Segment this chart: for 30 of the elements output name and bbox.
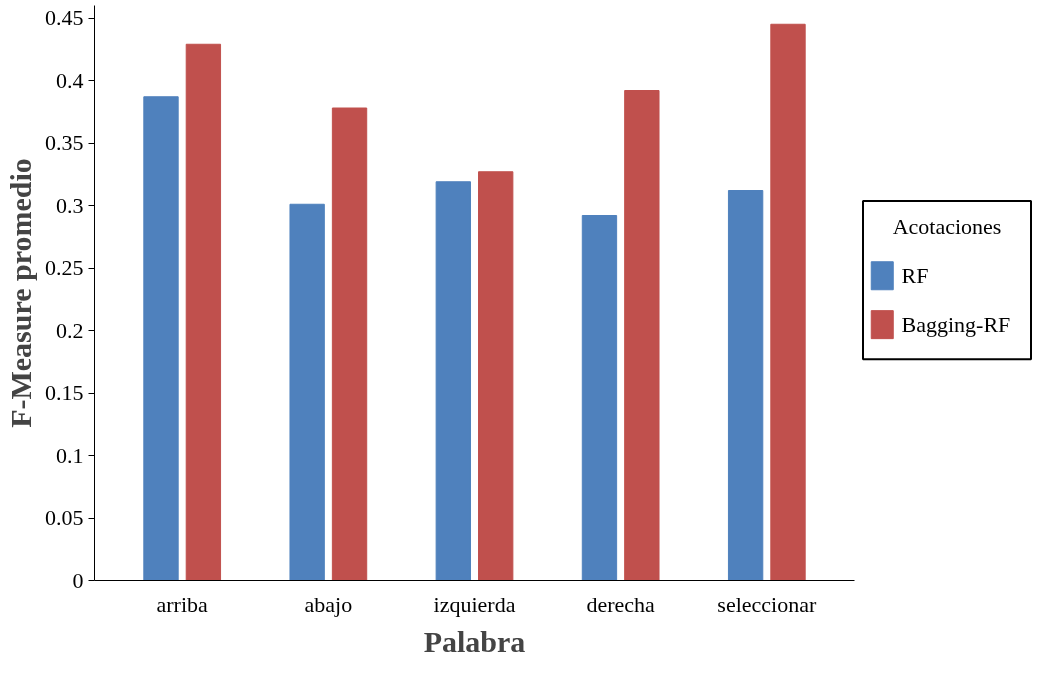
bar <box>143 96 179 581</box>
x-axis-title: Palabra <box>423 624 526 658</box>
legend-label: Bagging-RF <box>901 312 1011 338</box>
x-tick-label: derecha <box>586 591 656 617</box>
y-tick-label: 0.45 <box>45 5 84 30</box>
legend-label: RF <box>901 263 929 289</box>
y-tick-label: 0.25 <box>45 255 84 280</box>
bar <box>727 190 764 581</box>
bar <box>185 43 222 581</box>
y-tick-label: 0.35 <box>45 130 84 155</box>
y-tick-label: 0.05 <box>45 505 84 530</box>
bar <box>770 23 806 581</box>
bar <box>331 107 368 581</box>
x-tick-label: izquierda <box>433 591 516 617</box>
x-tick-label: arriba <box>156 591 209 617</box>
bar <box>435 181 471 581</box>
y-tick-label: 0.2 <box>56 317 84 343</box>
y-axis-title: F-Measure promedio <box>4 158 37 428</box>
bar <box>624 90 660 581</box>
bar <box>289 203 325 581</box>
y-tick-label: 0 <box>72 567 84 593</box>
legend-title: Acotaciones <box>892 214 1002 240</box>
y-tick-label: 0.4 <box>56 67 84 93</box>
x-tick-label: seleccionar <box>717 591 817 617</box>
x-tick-label: abajo <box>304 591 353 617</box>
y-tick-label: 0.15 <box>45 380 84 405</box>
bar <box>478 171 514 581</box>
y-tick-label: 0.1 <box>56 442 84 468</box>
y-tick-label: 0.3 <box>56 192 84 218</box>
bar <box>581 215 618 581</box>
